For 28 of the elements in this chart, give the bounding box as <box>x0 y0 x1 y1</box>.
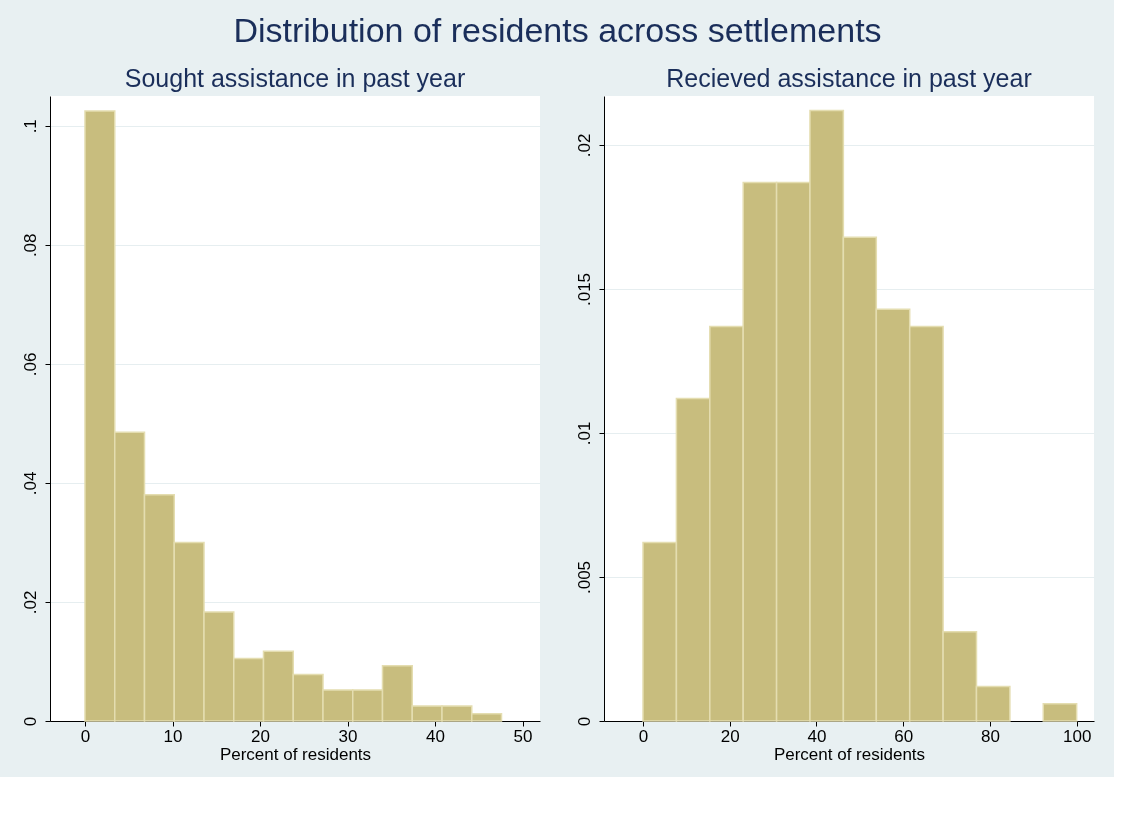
y-tick-label: .04 <box>20 471 40 496</box>
chart-title: Distribution of residents across settlements <box>233 11 882 49</box>
x-tick-label: 20 <box>720 726 740 746</box>
y-tick-label: 0 <box>574 716 594 727</box>
x-tick-label: 100 <box>1062 726 1092 746</box>
y-tick-label: .1 <box>20 119 40 134</box>
x-axis-title: Percent of residents <box>219 744 372 764</box>
x-tick-label: 40 <box>426 726 445 746</box>
x-tick-label: 20 <box>251 726 270 746</box>
x-tick-label: 60 <box>894 726 914 746</box>
x-tick-label: 0 <box>80 726 91 746</box>
y-tick-label: .06 <box>20 352 40 377</box>
x-tick-label: 50 <box>513 726 533 746</box>
x-tick-label: 10 <box>163 726 183 746</box>
x-tick-label: 0 <box>638 726 649 746</box>
x-tick-label: 40 <box>807 726 827 746</box>
x-axis-title: Percent of residents <box>773 744 926 764</box>
chart-subtitle: Recieved assistance in past year <box>666 64 1032 92</box>
chart-subtitle: Sought assistance in past year <box>124 64 466 92</box>
x-tick-label: 80 <box>980 726 1000 746</box>
y-tick-label: .01 <box>574 421 594 446</box>
y-tick-label: 0 <box>20 716 40 727</box>
x-tick-label: 30 <box>338 726 358 746</box>
y-tick-label: .015 <box>574 272 594 307</box>
y-tick-label: .08 <box>20 233 40 258</box>
y-tick-label: .02 <box>574 133 594 158</box>
y-tick-label: .005 <box>574 560 594 595</box>
y-tick-label: .02 <box>20 590 40 615</box>
